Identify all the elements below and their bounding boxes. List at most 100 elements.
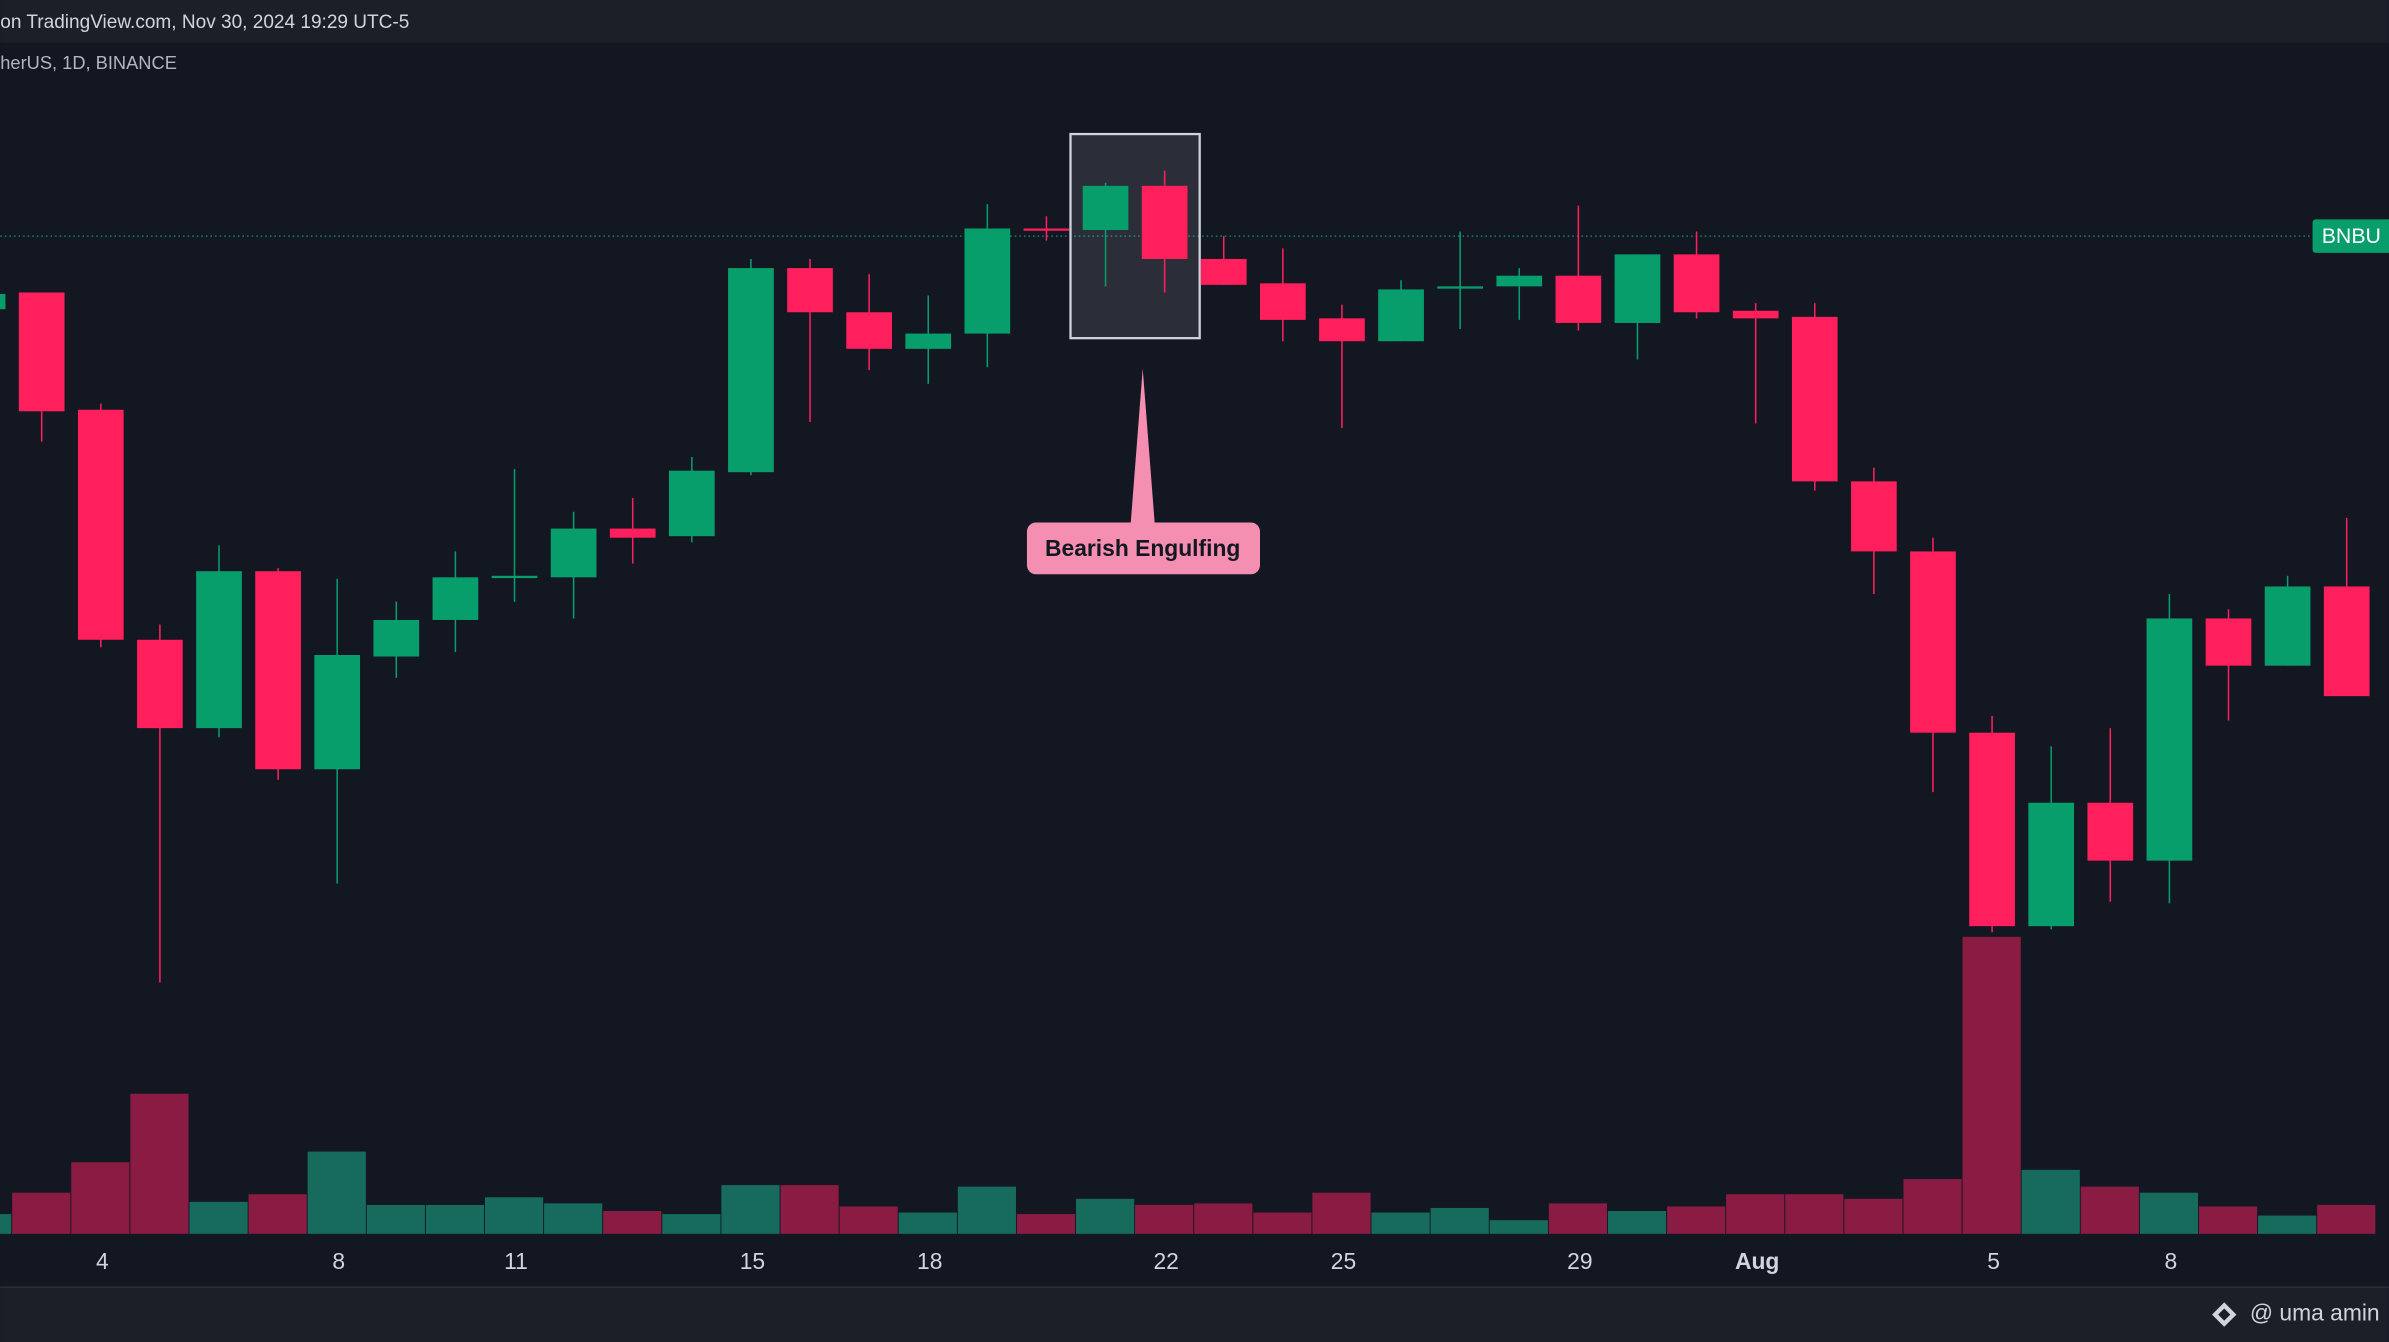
candle-body: [668, 470, 715, 537]
candle-body: [314, 655, 361, 770]
x-tick-label: 8: [2165, 1248, 2178, 1274]
x-tick-label: 29: [1567, 1248, 1592, 1274]
candle-body: [1910, 551, 1956, 733]
candle-body: [1555, 275, 1602, 323]
x-tick-label: 11: [504, 1248, 528, 1274]
volume-bar: [1253, 1212, 1312, 1234]
volume-bar: [2021, 1169, 2080, 1234]
volume-bar: [1371, 1212, 1430, 1234]
candle-body: [550, 528, 597, 578]
x-tick-label: 18: [917, 1248, 942, 1274]
x-tick-label: 25: [1331, 1248, 1356, 1274]
volume-bar: [1312, 1192, 1371, 1234]
volume-bar: [1726, 1194, 1785, 1234]
price-badge: [2312, 219, 2389, 253]
candle-body: [964, 228, 1011, 334]
candle-body: [1378, 289, 1424, 342]
candle-body: [2205, 618, 2252, 666]
volume-bar: [1430, 1207, 1489, 1234]
x-tick-label: 22: [1153, 1248, 1178, 1274]
volume-bar: [662, 1214, 721, 1234]
volume-bar: [839, 1206, 898, 1234]
candle-body: [491, 575, 538, 579]
x-tick-label: 8: [332, 1248, 345, 1274]
candle-body: [1319, 318, 1365, 342]
volume-bar: [1489, 1220, 1548, 1234]
x-tick-label: 4: [96, 1248, 109, 1274]
candle-body: [2087, 802, 2134, 861]
volume-bar: [484, 1197, 544, 1234]
volume-bar: [2198, 1206, 2258, 1234]
callout-text: Bearish Engulfing: [1045, 535, 1240, 561]
volume-bar: [544, 1203, 603, 1234]
volume-bar: [1548, 1203, 1608, 1234]
candle-body: [1200, 258, 1247, 285]
volume-bar: [1667, 1206, 1726, 1234]
candle-body: [18, 292, 65, 412]
header-bar: [0, 0, 2389, 43]
callout-pointer: [1130, 368, 1155, 526]
volume-bar: [1075, 1198, 1135, 1234]
candle-body: [1732, 310, 1779, 319]
header-text: on TradingView.com, Nov 30, 2024 19:29 U…: [0, 12, 409, 33]
volume-bar: [2139, 1192, 2199, 1234]
volume-bar: [1903, 1179, 1962, 1234]
volume-bar: [1607, 1210, 1667, 1234]
candle-body: [1791, 316, 1838, 482]
candle-body: [1614, 254, 1661, 323]
footer-bar: [0, 1287, 2389, 1342]
footer-text: @ uma amin: [2250, 1300, 2380, 1326]
volume-bar: [1962, 936, 2021, 1234]
candle-body: [432, 577, 479, 620]
volume-bar: [721, 1185, 780, 1234]
price-badge-text: BNBU: [2322, 224, 2381, 248]
symbol-text: herUS, 1D, BINANCE: [0, 52, 177, 73]
candle-body: [846, 312, 892, 349]
volume-bar: [2258, 1215, 2317, 1234]
volume-bar: [1785, 1194, 1844, 1234]
volume-bar: [425, 1204, 485, 1234]
candle-body: [1851, 481, 1897, 552]
volume-bar: [366, 1204, 425, 1234]
candle-body: [905, 333, 952, 349]
volume-bar: [0, 1214, 12, 1234]
volume-bar: [189, 1201, 248, 1234]
volume-bar: [12, 1192, 71, 1234]
volume-bar: [307, 1151, 366, 1234]
candle-body: [77, 409, 124, 640]
candle-body: [2264, 586, 2311, 666]
candle-body: [137, 639, 183, 729]
candle-body: [787, 268, 833, 313]
candle-body: [1673, 254, 1720, 313]
candle-body: [1437, 286, 1484, 289]
candle-body: [2323, 586, 2370, 697]
volume-bar: [248, 1194, 307, 1234]
x-tick-label: Aug: [1735, 1248, 1779, 1274]
candle-body: [1496, 275, 1543, 287]
candle-body: [2146, 618, 2193, 861]
x-tick-label: 5: [1987, 1248, 2000, 1274]
candle-body: [1260, 283, 1306, 320]
volume-bar: [130, 1093, 189, 1234]
candle-body: [1082, 185, 1129, 231]
volume-bar: [780, 1185, 839, 1234]
candle-body: [1023, 228, 1070, 231]
candle-body: [728, 268, 774, 473]
x-tick-label: 15: [740, 1248, 765, 1274]
candle-body: [373, 619, 420, 657]
volume-bar: [603, 1210, 662, 1234]
candle-body: [609, 528, 656, 538]
candle-body: [196, 571, 242, 729]
volume-bar: [1135, 1204, 1194, 1234]
volume-bar: [898, 1212, 957, 1234]
volume-bar: [2080, 1186, 2139, 1234]
candle-body: [2028, 802, 2075, 927]
callout-box: [1026, 522, 1261, 575]
candle-body: [0, 293, 6, 310]
plot: BNBU Bearish Engulfing 4 8 11 15 18 22 25 29 Aug 5 8: [0, 132, 2389, 1274]
candle-body: [1969, 732, 2015, 927]
candle-body: [255, 571, 301, 770]
volume-bar: [71, 1162, 130, 1234]
